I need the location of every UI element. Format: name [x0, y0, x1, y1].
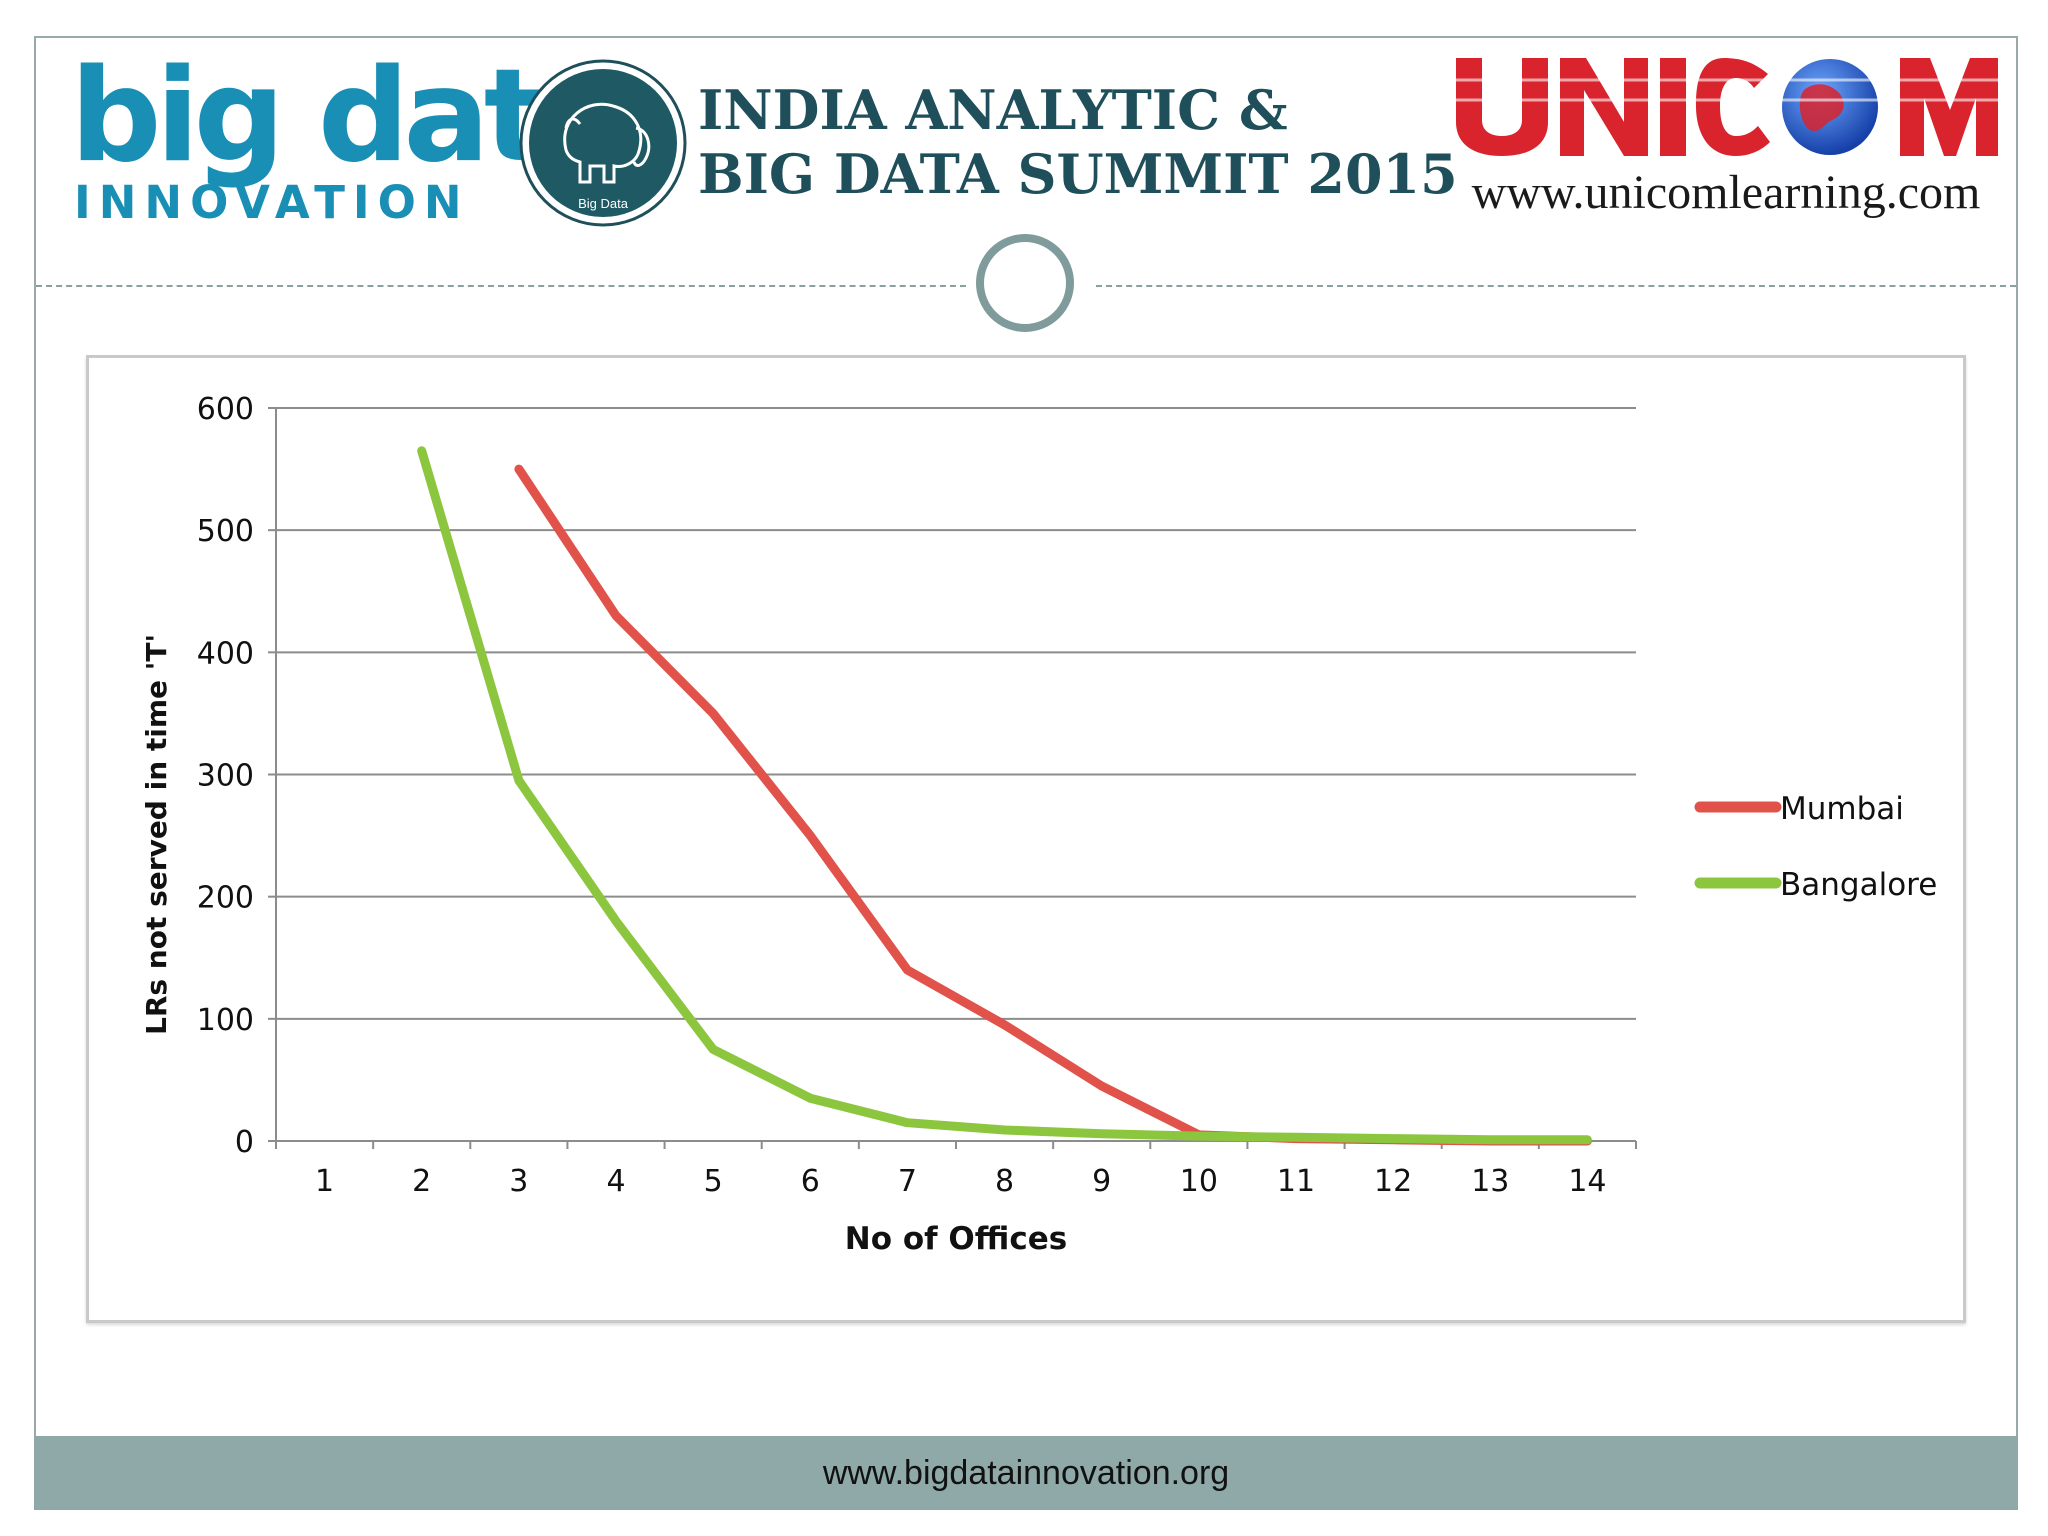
- series-line-bangalore: [417, 446, 1592, 1145]
- x-tick-label: 4: [606, 1164, 625, 1199]
- brand-left-sub-text: INNOVATION: [74, 176, 470, 229]
- x-tick-label: 14: [1568, 1164, 1606, 1199]
- footer-url: www.bigdatainnovation.org: [822, 1454, 1230, 1492]
- divider-ring: [976, 234, 1074, 332]
- unicom-letters-icon: [1456, 58, 1998, 156]
- y-tick-label: 100: [197, 1003, 254, 1038]
- y-tick-label: 600: [197, 392, 254, 427]
- series-line-mumbai: [514, 464, 1592, 1146]
- y-tick-label: 400: [197, 636, 254, 671]
- x-tick-label: 11: [1277, 1164, 1315, 1199]
- summit-title-line2: BIG DATA SUMMIT 2015: [698, 142, 1458, 206]
- x-tick-label: 6: [801, 1164, 820, 1199]
- x-tick-label: 9: [1092, 1164, 1111, 1199]
- y-tick-label: 500: [197, 514, 254, 549]
- x-axis-title: No of Offices: [845, 1221, 1067, 1257]
- big-data-innovation-logo: big data INNOVATION: [70, 52, 625, 232]
- x-tick-label: 8: [995, 1164, 1014, 1199]
- y-axis-title: LRs not served in time 'T': [140, 634, 173, 1035]
- x-tick-label: 2: [412, 1164, 431, 1199]
- summit-logo-label: Big Data: [578, 196, 629, 211]
- divider-line-right: [1096, 285, 2016, 287]
- x-tick-label: 5: [704, 1164, 723, 1199]
- x-tick-label: 10: [1180, 1164, 1218, 1199]
- y-tick-label: 200: [197, 881, 254, 916]
- summit-title: INDIA ANALYTIC & BIG DATA SUMMIT 2015: [698, 78, 1458, 206]
- legend-label-bangalore: Bangalore: [1780, 867, 1937, 903]
- x-tick-label: 12: [1374, 1164, 1412, 1199]
- footer-bar: www.bigdatainnovation.org: [34, 1436, 2018, 1510]
- summit-elephant-logo: Big Data: [519, 59, 687, 227]
- unicom-url: www.unicomlearning.com: [1471, 166, 1981, 219]
- x-tick-label: 1: [315, 1164, 334, 1199]
- x-tick-label: 7: [898, 1164, 917, 1199]
- elephant-icon: [563, 102, 651, 184]
- chart-frame: [86, 355, 1966, 1323]
- x-tick-label: 3: [509, 1164, 528, 1199]
- divider-line-left: [36, 285, 966, 287]
- x-tick-label: 13: [1471, 1164, 1509, 1199]
- y-tick-label: 300: [197, 759, 254, 794]
- y-tick-label: 0: [235, 1125, 254, 1160]
- legend-label-mumbai: Mumbai: [1780, 791, 1904, 827]
- unicom-logo: [1448, 58, 2004, 156]
- summit-title-line1: INDIA ANALYTIC &: [698, 78, 1288, 142]
